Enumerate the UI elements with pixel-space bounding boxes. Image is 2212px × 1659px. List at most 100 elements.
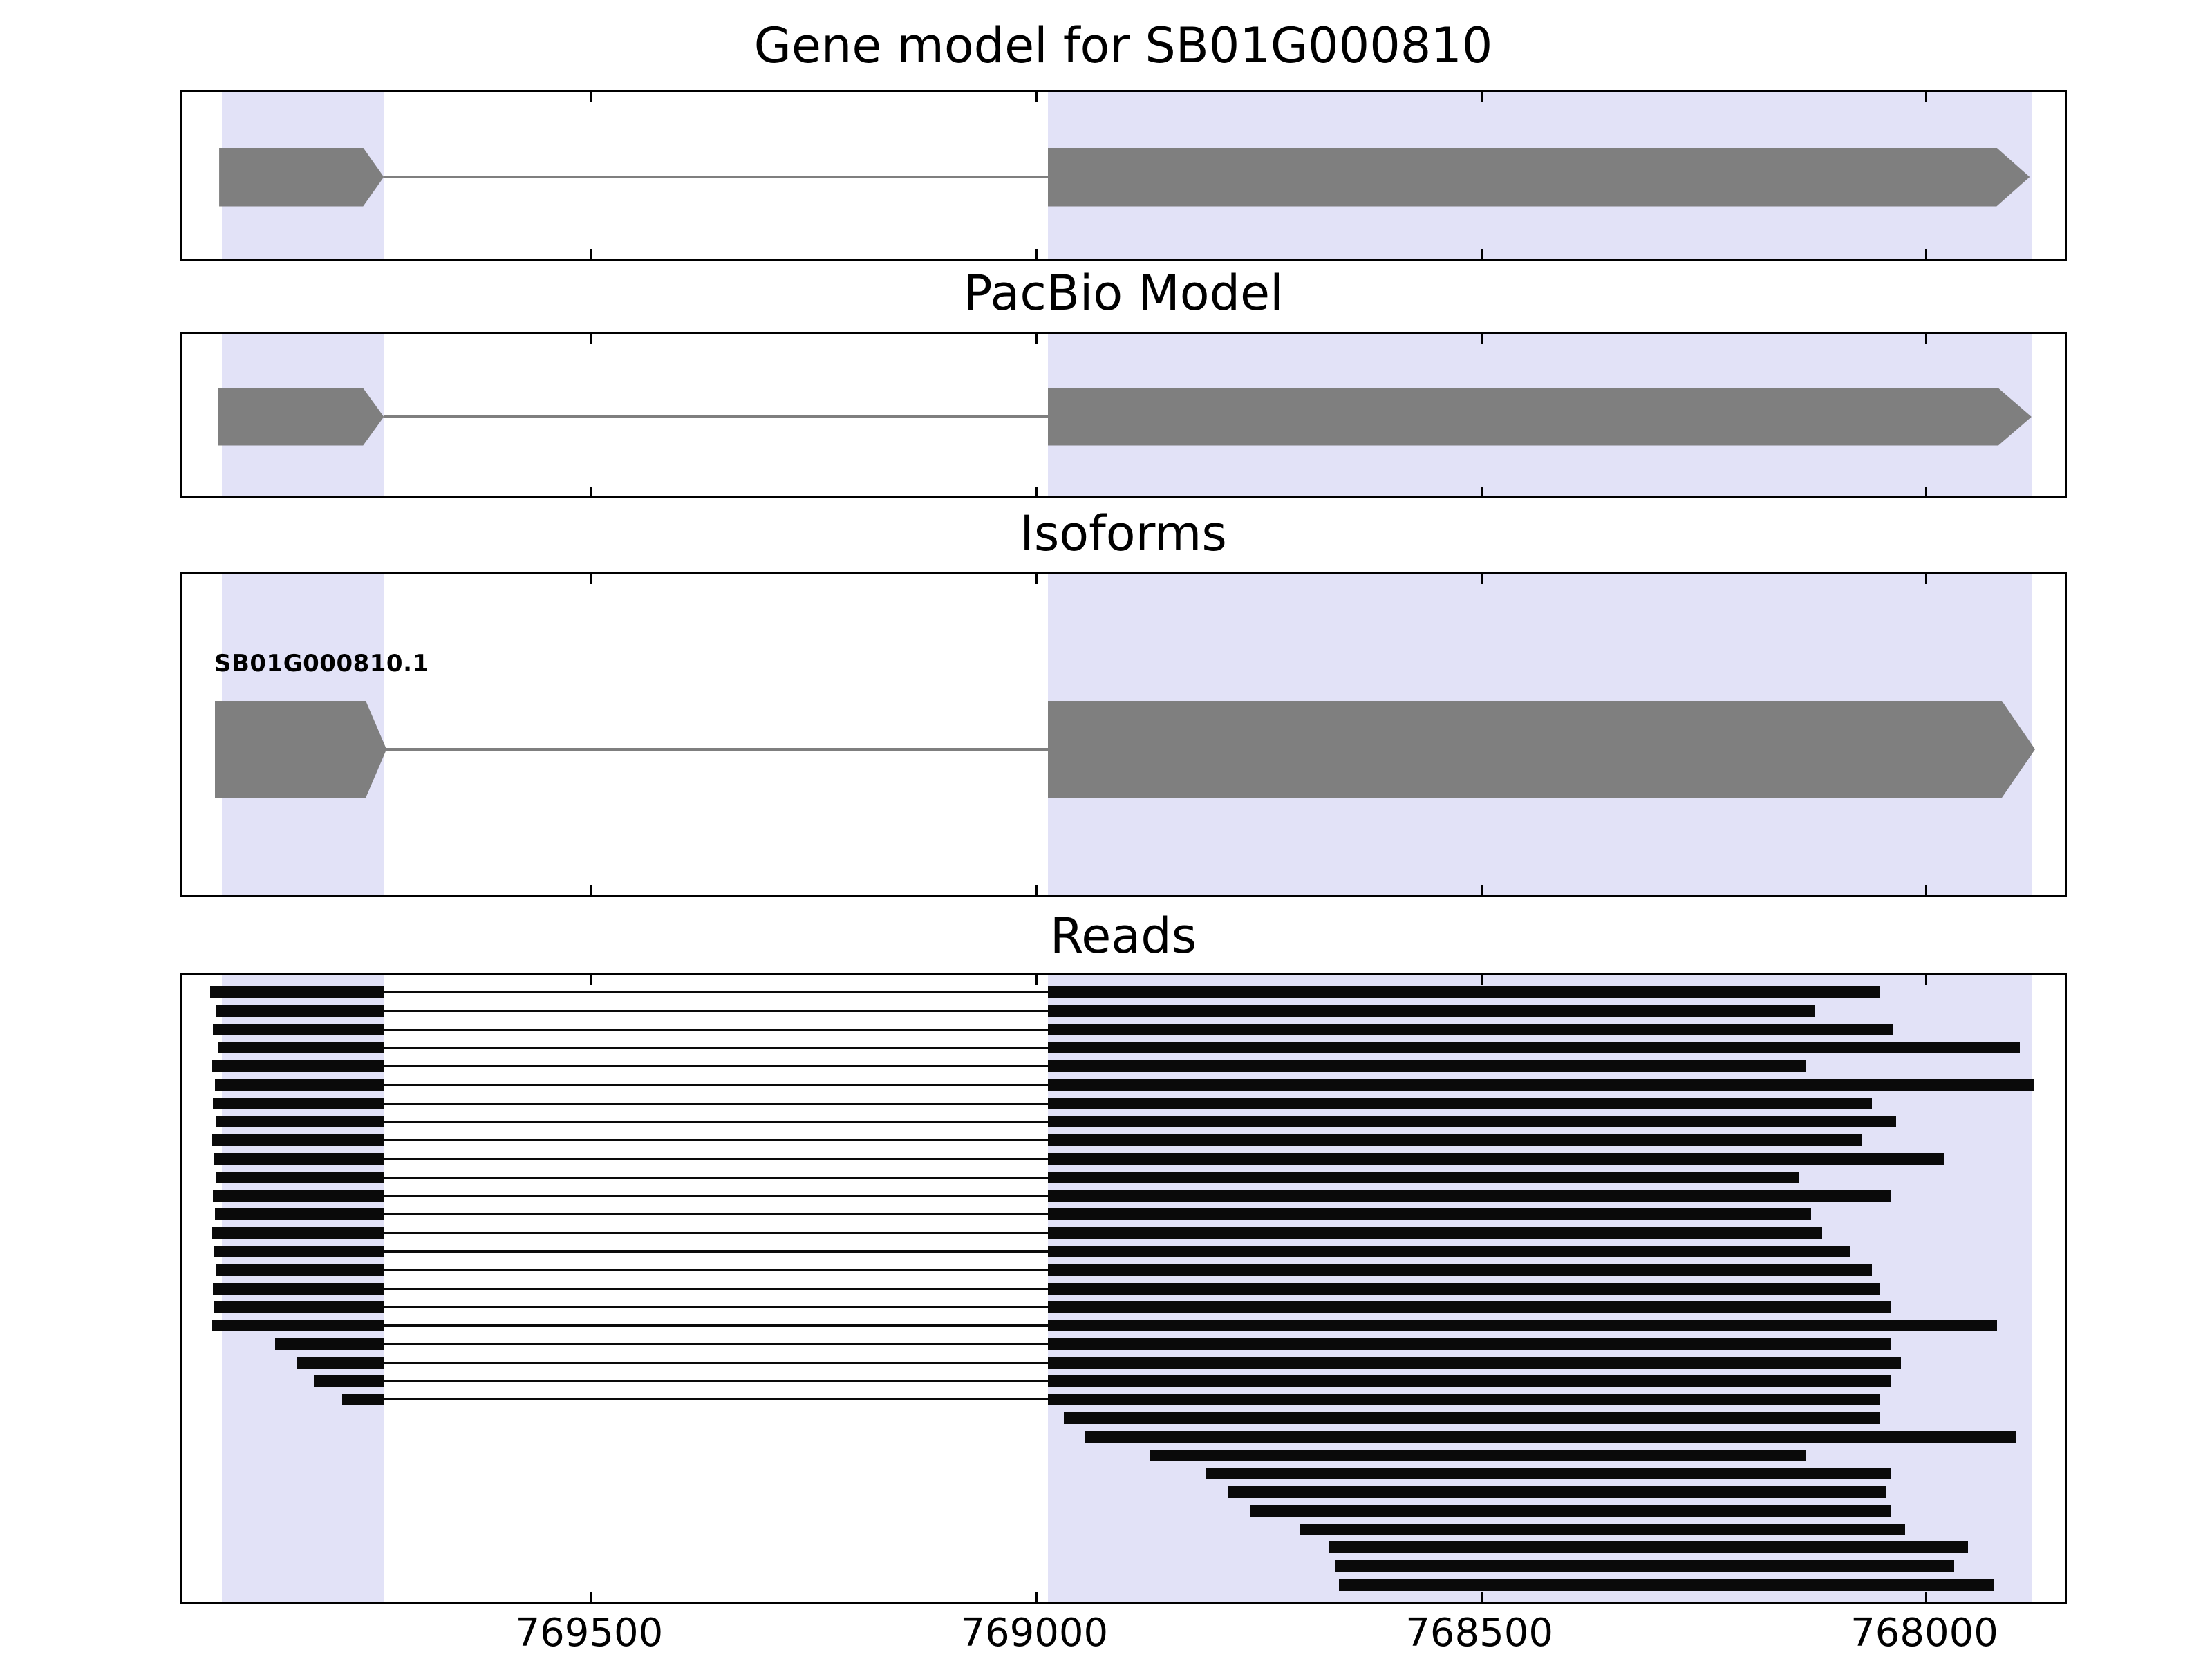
axis-tick <box>590 487 592 496</box>
read-exon-segment <box>213 1023 384 1035</box>
read-exon-segment <box>1047 1171 1799 1183</box>
read-intron-line <box>384 1065 1048 1068</box>
axis-tick <box>1035 92 1038 102</box>
read-exon-segment <box>214 1245 384 1257</box>
read-intron-line <box>384 1047 1048 1049</box>
axis-tick <box>1925 92 1928 102</box>
read-exon-segment <box>1047 1023 1894 1035</box>
read-exon-segment <box>1047 1264 1873 1276</box>
read-exon-segment <box>213 1097 384 1109</box>
exon-shape <box>218 388 384 446</box>
read-intron-line <box>384 1176 1048 1179</box>
axis-tick <box>1925 487 1928 496</box>
read-intron-line <box>384 1194 1048 1197</box>
read-exon-segment <box>1047 1097 1873 1109</box>
axis-tick-label: 768500 <box>1405 1611 1553 1656</box>
exon-shape <box>215 701 387 798</box>
panel-gene-model <box>180 90 2067 261</box>
axis-tick <box>1925 1592 1928 1602</box>
axis-tick <box>590 249 592 259</box>
read-exon-segment <box>212 1134 384 1147</box>
read-exon-segment <box>216 1116 384 1128</box>
read-exon-segment <box>1047 1227 1823 1239</box>
axis-tick <box>1480 487 1483 496</box>
exon-shape <box>1048 701 2035 798</box>
read-intron-line <box>384 1268 1048 1271</box>
read-intron-line <box>384 1361 1048 1364</box>
read-exon-segment <box>1047 1004 1815 1017</box>
read-exon-segment <box>1047 986 1880 998</box>
exon-shape <box>1048 148 2030 207</box>
read-exon-segment <box>215 1264 384 1276</box>
axis-tick <box>1480 92 1483 102</box>
read-exon-segment <box>212 1227 384 1239</box>
read-segment <box>1250 1504 1891 1517</box>
read-exon-segment <box>212 1060 384 1073</box>
read-intron-line <box>384 1158 1048 1161</box>
axis-tick <box>590 1592 592 1602</box>
panel-isoforms <box>180 572 2067 897</box>
read-segment <box>1335 1560 1954 1573</box>
axis-tick <box>1925 885 1928 895</box>
axis-tick <box>1925 249 1928 259</box>
read-exon-segment <box>214 1208 384 1221</box>
read-segment <box>1064 1412 1880 1424</box>
axis-tick <box>1480 1592 1483 1602</box>
axis-tick-label: 769000 <box>960 1611 1109 1656</box>
read-exon-segment <box>217 1042 384 1054</box>
read-exon-segment <box>341 1394 384 1406</box>
read-exon-segment <box>1047 1190 1891 1202</box>
read-intron-line <box>384 1342 1048 1345</box>
panel-pacbio-model <box>180 332 2067 498</box>
isoform-label: SB01G000810.1 <box>214 650 429 677</box>
read-exon-segment <box>213 1282 384 1295</box>
read-intron-line <box>384 1139 1048 1142</box>
axis-tick <box>1480 975 1483 985</box>
axis-tick <box>1035 885 1038 895</box>
axis-tick <box>590 334 592 344</box>
read-exon-segment <box>1047 1245 1851 1257</box>
read-exon-segment <box>1047 1116 1897 1128</box>
axis-tick <box>590 885 592 895</box>
read-exon-segment <box>1047 1282 1880 1295</box>
read-exon-segment <box>297 1356 384 1369</box>
read-exon-segment <box>214 1301 384 1313</box>
intron-line <box>384 176 1048 178</box>
read-segment <box>1206 1468 1891 1480</box>
read-exon-segment <box>210 986 384 998</box>
read-segment <box>1339 1579 1994 1591</box>
read-exon-segment <box>215 1171 384 1183</box>
read-exon-segment <box>1047 1042 2021 1054</box>
read-segment <box>1300 1523 1906 1535</box>
panel-title-isoforms: Isoforms <box>1020 505 1227 562</box>
read-intron-line <box>384 1009 1048 1012</box>
panel-title-gene-model: Gene model for SB01G000810 <box>753 17 1493 74</box>
read-intron-line <box>384 1083 1048 1086</box>
read-exon-segment <box>1047 1356 1901 1369</box>
read-exon-segment <box>1047 1394 1880 1406</box>
read-intron-line <box>384 1306 1048 1309</box>
axis-tick <box>1480 574 1483 584</box>
read-exon-segment <box>275 1338 384 1350</box>
read-exon-segment <box>214 1078 384 1091</box>
read-intron-line <box>384 1324 1048 1327</box>
axis-tick <box>590 92 592 102</box>
axis-tick <box>1925 975 1928 985</box>
read-intron-line <box>384 1380 1048 1382</box>
read-intron-line <box>384 1287 1048 1290</box>
read-segment <box>1085 1430 2016 1443</box>
read-exon-segment <box>1047 1375 1891 1387</box>
axis-tick <box>1035 975 1038 985</box>
read-intron-line <box>384 1213 1048 1216</box>
axis-tick <box>1035 574 1038 584</box>
panel-title-reads: Reads <box>1049 908 1197 964</box>
read-exon-segment <box>1047 1320 1997 1332</box>
read-exon-segment <box>214 1153 384 1165</box>
read-segment <box>1328 1541 1969 1554</box>
axis-tick <box>590 574 592 584</box>
read-exon-segment <box>213 1190 384 1202</box>
exon-shape <box>1048 388 2032 446</box>
axis-tick <box>1035 1592 1038 1602</box>
read-exon-segment <box>1047 1208 1811 1221</box>
